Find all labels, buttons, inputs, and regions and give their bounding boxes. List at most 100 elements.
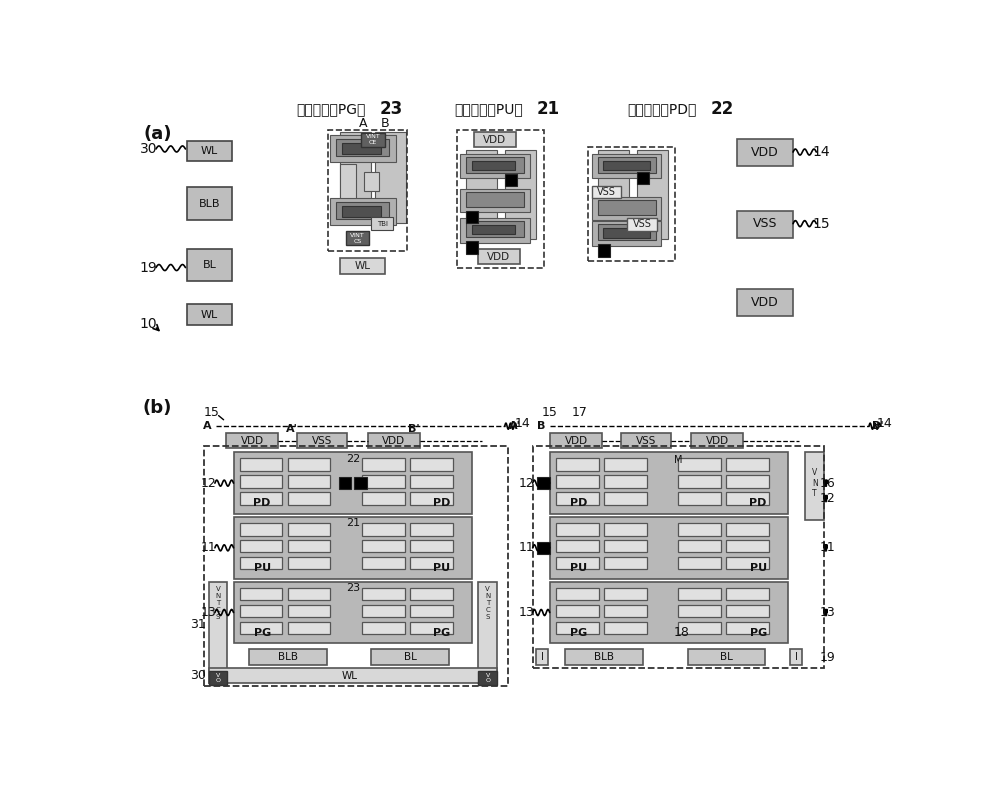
Text: VDD: VDD bbox=[241, 436, 264, 446]
Bar bbox=[603, 160, 650, 170]
Text: PU: PU bbox=[433, 563, 451, 573]
Bar bbox=[537, 542, 550, 554]
Text: 15: 15 bbox=[542, 406, 558, 419]
Bar bbox=[604, 540, 647, 552]
Bar bbox=[556, 588, 599, 601]
Text: WL: WL bbox=[355, 261, 371, 271]
Bar bbox=[550, 517, 788, 579]
Bar bbox=[187, 188, 232, 220]
Text: PG: PG bbox=[254, 628, 271, 638]
Text: VDD: VDD bbox=[564, 436, 588, 446]
Text: PD: PD bbox=[749, 498, 767, 508]
Text: BLB: BLB bbox=[278, 652, 298, 663]
Text: BL: BL bbox=[404, 652, 417, 663]
Bar bbox=[346, 231, 369, 246]
Bar bbox=[460, 189, 530, 212]
Bar bbox=[342, 142, 381, 154]
Bar bbox=[505, 151, 536, 239]
Bar bbox=[556, 459, 599, 471]
Bar bbox=[604, 621, 647, 634]
Text: 19: 19 bbox=[139, 261, 157, 275]
Bar bbox=[371, 217, 393, 229]
Text: VDD: VDD bbox=[706, 436, 729, 446]
Text: B': B' bbox=[408, 424, 420, 434]
Bar bbox=[187, 141, 232, 161]
Text: 22: 22 bbox=[346, 453, 360, 464]
Bar bbox=[556, 621, 599, 634]
Bar bbox=[234, 452, 472, 514]
Text: B: B bbox=[381, 117, 390, 130]
Bar bbox=[410, 476, 453, 488]
Bar bbox=[592, 154, 661, 178]
Bar bbox=[556, 557, 599, 569]
Bar bbox=[297, 433, 347, 448]
Bar bbox=[726, 523, 769, 535]
Bar bbox=[362, 493, 405, 505]
Bar bbox=[688, 650, 765, 665]
Bar bbox=[240, 605, 282, 617]
Bar bbox=[226, 433, 278, 448]
Bar bbox=[361, 133, 385, 147]
Bar bbox=[410, 605, 453, 617]
Bar bbox=[209, 582, 227, 683]
Bar bbox=[550, 433, 602, 448]
Text: WL: WL bbox=[342, 671, 358, 681]
Bar bbox=[621, 433, 671, 448]
Bar bbox=[460, 218, 530, 243]
Bar bbox=[598, 158, 656, 173]
Text: V
N
T
C
S: V N T C S bbox=[485, 586, 490, 621]
Bar bbox=[410, 621, 453, 634]
Text: PD: PD bbox=[253, 498, 271, 508]
Text: BLB: BLB bbox=[199, 199, 220, 208]
Bar bbox=[410, 540, 453, 552]
Bar bbox=[592, 186, 621, 198]
Text: A: A bbox=[203, 421, 212, 431]
Bar bbox=[678, 621, 721, 634]
Text: 顶部层级（PD）: 顶部层级（PD） bbox=[627, 102, 696, 116]
Bar bbox=[330, 198, 396, 225]
Bar bbox=[288, 621, 330, 634]
Bar bbox=[588, 147, 675, 261]
Bar bbox=[362, 621, 405, 634]
Text: A: A bbox=[359, 117, 367, 130]
Bar bbox=[187, 304, 232, 324]
Text: VDD: VDD bbox=[751, 146, 779, 159]
Bar bbox=[288, 540, 330, 552]
Bar bbox=[536, 650, 548, 665]
Bar bbox=[368, 433, 420, 448]
Text: M: M bbox=[674, 455, 683, 465]
Bar bbox=[288, 557, 330, 569]
Bar bbox=[604, 557, 647, 569]
Text: A': A' bbox=[509, 421, 521, 431]
Text: PG: PG bbox=[433, 628, 451, 638]
Bar bbox=[726, 459, 769, 471]
Bar bbox=[598, 200, 656, 215]
Text: VDD: VDD bbox=[487, 252, 510, 262]
Bar bbox=[371, 650, 449, 665]
Bar bbox=[410, 557, 453, 569]
Text: (b): (b) bbox=[143, 399, 172, 418]
Bar bbox=[726, 476, 769, 488]
Text: 12: 12 bbox=[201, 477, 217, 489]
Bar bbox=[598, 245, 610, 257]
Text: I: I bbox=[795, 652, 798, 663]
Bar bbox=[288, 493, 330, 505]
Bar bbox=[288, 605, 330, 617]
Bar bbox=[362, 588, 405, 601]
Text: 18: 18 bbox=[674, 626, 689, 639]
Bar bbox=[362, 476, 405, 488]
Bar bbox=[466, 242, 478, 254]
Text: PU: PU bbox=[254, 563, 271, 573]
Text: B': B' bbox=[872, 421, 884, 431]
Bar bbox=[598, 225, 656, 240]
Bar bbox=[330, 135, 396, 162]
Bar bbox=[565, 650, 643, 665]
Bar bbox=[240, 523, 282, 535]
Text: VINT
CE: VINT CE bbox=[366, 134, 380, 145]
Bar bbox=[533, 446, 824, 668]
Text: A': A' bbox=[286, 424, 298, 434]
Bar bbox=[240, 459, 282, 471]
Bar bbox=[240, 493, 282, 505]
Text: 13: 13 bbox=[201, 606, 217, 619]
Bar bbox=[240, 557, 282, 569]
